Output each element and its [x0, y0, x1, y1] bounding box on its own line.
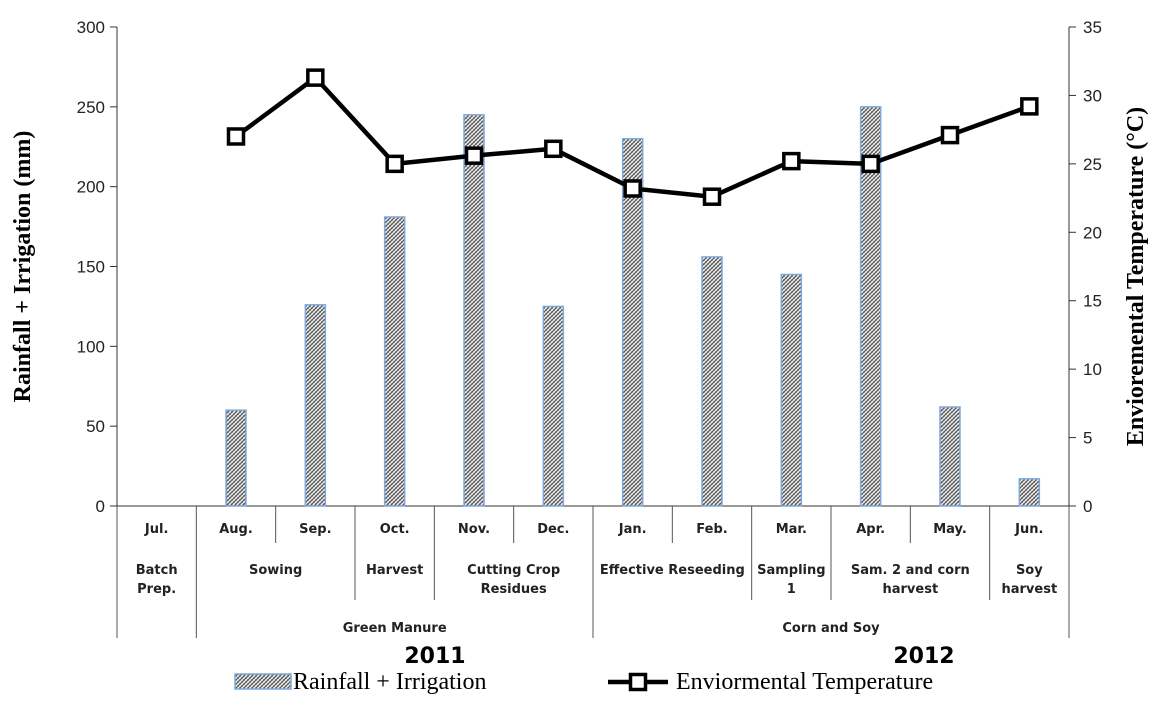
temperature-marker: [940, 125, 960, 145]
y2-tick-label: 20: [1083, 223, 1102, 242]
stage-label: Harvest: [366, 563, 423, 578]
year-label: 2011: [404, 644, 465, 669]
temperature-marker: [385, 154, 404, 174]
y-axis-title: Rainfall + Irrigation (mm): [10, 131, 36, 403]
bar: [859, 106, 882, 507]
bar: [463, 114, 485, 507]
y2-tick-label: 35: [1083, 18, 1102, 37]
group-label: Green Manure: [343, 621, 447, 636]
month-label: Sep.: [299, 522, 331, 537]
temperature-marker: [623, 179, 642, 198]
y-tick-label: 250: [77, 98, 105, 117]
stage-label: Prep.: [137, 582, 176, 597]
y2-tick-label: 25: [1083, 155, 1102, 174]
bar: [939, 406, 961, 507]
month-label: Jun.: [1014, 522, 1043, 537]
legend-bar-label: Rainfall + Irrigation: [293, 669, 486, 695]
temperature-marker: [306, 68, 325, 87]
bar: [225, 409, 247, 507]
y2-axis-title: Envioremental Temperature (°C): [1123, 107, 1149, 446]
stage-label: Batch: [136, 563, 178, 578]
stage-label: Effective Reseeding: [600, 563, 745, 578]
bar: [542, 305, 565, 507]
y2-tick-label: 5: [1083, 429, 1092, 448]
bar: [780, 273, 803, 507]
y-tick-label: 300: [77, 18, 105, 37]
month-label: Jan.: [618, 522, 647, 537]
stage-label: harvest: [882, 582, 938, 597]
legend-line-marker: [628, 672, 648, 692]
month-label: Aug.: [219, 522, 253, 537]
legend-line-label: Enviormental Temperature: [676, 669, 933, 695]
month-label: Dec.: [537, 522, 569, 537]
month-label: Mar.: [776, 522, 807, 537]
month-label: Feb.: [696, 522, 727, 537]
temperature-marker: [1020, 97, 1039, 116]
month-label: May.: [933, 522, 967, 537]
y2-tick-label: 30: [1083, 86, 1102, 105]
legend-bar-swatch: [234, 673, 292, 690]
bar: [621, 138, 644, 507]
stage-label: 1: [787, 582, 796, 597]
y2-tick-label: 15: [1083, 292, 1102, 311]
month-label: Apr.: [856, 522, 885, 537]
bar: [1018, 478, 1041, 507]
bar: [701, 256, 723, 507]
temperature-marker: [544, 139, 563, 159]
y-tick-label: 0: [96, 497, 105, 516]
bar: [383, 216, 406, 507]
stage-label: Sowing: [249, 563, 302, 578]
stage-label: Cutting Crop: [467, 563, 560, 578]
temperature-marker: [702, 187, 722, 206]
group-label: Corn and Soy: [782, 621, 880, 636]
month-label: Oct.: [380, 522, 410, 537]
temperature-marker: [464, 146, 484, 165]
y2-tick-label: 10: [1083, 360, 1102, 379]
year-label: 2012: [893, 644, 954, 669]
month-label: Nov.: [458, 522, 490, 537]
temperature-marker: [226, 127, 246, 146]
stage-label: harvest: [1001, 582, 1057, 597]
temperature-marker: [782, 151, 801, 171]
y2-tick-label: 0: [1083, 497, 1092, 516]
y-tick-label: 50: [86, 417, 105, 436]
bar: [304, 304, 327, 507]
month-label: Jul.: [144, 522, 169, 537]
temperature-marker: [861, 154, 880, 174]
y-tick-label: 150: [77, 258, 105, 277]
stage-label: Sam. 2 and corn: [851, 563, 970, 578]
stage-label: Residues: [481, 582, 547, 597]
y-tick-label: 100: [77, 337, 105, 356]
stage-label: Sampling: [757, 563, 825, 578]
stage-label: Soy: [1016, 563, 1043, 578]
y-tick-label: 200: [77, 178, 105, 197]
